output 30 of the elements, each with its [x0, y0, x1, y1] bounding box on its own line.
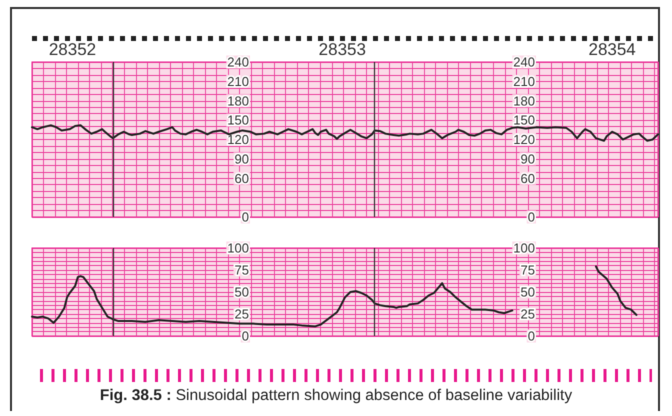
y2-tick-label: 0 [528, 210, 535, 224]
y-tick-label: 0 [242, 210, 249, 224]
y2-tick-label: 120 [513, 132, 535, 147]
y-tick-label: 50 [234, 284, 249, 300]
y2-tick-label: 50 [520, 284, 535, 300]
y2-tick-label: 75 [520, 262, 535, 278]
y2-tick-label: 0 [528, 328, 535, 344]
y-tick-label: 0 [242, 328, 249, 344]
caption: Fig. 38.5 : Sinusoidal pattern showing absence of baseline variability [98, 387, 574, 405]
y-tick-label: 150 [227, 112, 249, 128]
y-tick-label: 180 [227, 93, 249, 108]
y2-tick-label: 150 [513, 112, 535, 128]
y2-tick-label: 25 [520, 306, 535, 322]
y2-tick-label: 100 [513, 240, 535, 256]
y2-tick-label: 180 [513, 93, 535, 108]
y2-tick-label: 90 [520, 151, 535, 166]
y-tick-label: 100 [227, 240, 249, 256]
y-tick-label: 90 [234, 151, 249, 166]
y-tick-label: 210 [227, 74, 249, 89]
x-tick-label: 28353 [318, 40, 366, 59]
y-tick-label: 75 [234, 262, 249, 278]
y-tick-label: 120 [227, 132, 249, 147]
x-tick-label: 28354 [588, 40, 636, 59]
y-tick-label: 240 [227, 54, 249, 70]
x-tick-label: 28352 [48, 40, 96, 59]
y-tick-label: 25 [234, 306, 249, 322]
y2-tick-label: 60 [520, 170, 535, 186]
y2-tick-label: 240 [513, 54, 535, 70]
y2-tick-label: 210 [513, 74, 535, 89]
y-tick-label: 60 [234, 170, 249, 186]
